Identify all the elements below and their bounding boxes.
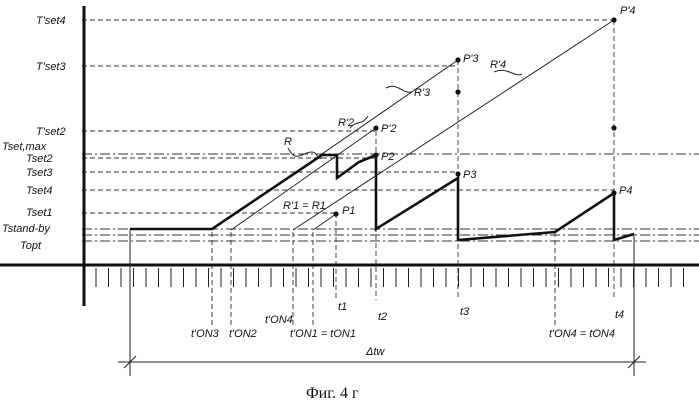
point-label-p1: P1	[342, 205, 355, 217]
y-axis-labels: T'set4 T'set3 T'set2 Tset,max Tset2 Tset…	[2, 15, 66, 252]
figure-caption: Фиг. 4 г	[306, 385, 359, 402]
x-label-ton2-prime: t'ON2	[229, 328, 257, 340]
x-label-t4: t4	[615, 309, 624, 321]
axis-hatching	[96, 268, 684, 287]
point-label-p3: P3	[463, 169, 477, 181]
y-label-tset2-prime: T'set2	[36, 126, 66, 138]
x-label-t2: t2	[378, 311, 387, 323]
point-label-p2-prime: P'2	[381, 123, 397, 135]
x-axis-labels: t'ON3 t'ON2 t'ON4 t'ON1 = tON1 t1 t2 t3 …	[191, 301, 624, 358]
y-label-tset1: Tset1	[26, 207, 53, 219]
y-label-tset3: Tset3	[26, 167, 53, 179]
point-label-p4-prime: P'4	[620, 5, 636, 17]
y-label-tset4-prime: T'set4	[36, 15, 66, 27]
x-label-t1: t1	[338, 301, 347, 313]
y-label-tset3-prime: T'set3	[36, 61, 66, 73]
delta-tw-label: Δtw	[365, 346, 385, 358]
y-label-topt: Topt	[20, 240, 42, 252]
actual-temperature-curve	[130, 155, 634, 240]
curve-label-r2-prime: R'2	[338, 117, 354, 129]
curve-leaders	[288, 70, 522, 158]
x-label-ton4-prime: t'ON4	[265, 314, 293, 326]
point-labels: P'4 P'3 P'2 P2 P3 P4 P1	[342, 5, 636, 217]
x-label-ton1-equality: t'ON1 = tON1	[290, 328, 356, 340]
x-label-t3: t3	[460, 306, 470, 318]
primed-ramps	[212, 20, 614, 230]
curve-label-r: R	[284, 136, 292, 148]
curve-label-r3-prime: R'3	[414, 87, 431, 99]
y-label-tset-max: Tset,max	[2, 141, 47, 153]
curve-label-r4-prime: R'4	[490, 59, 506, 71]
point-label-p2: P2	[381, 151, 394, 163]
point-label-p3-prime: P'3	[463, 53, 479, 65]
point-label-p4: P4	[619, 185, 632, 197]
curve-labels: R R'3 R'4 R'2 R'1 = R1	[283, 59, 506, 212]
y-label-tset2: Tset2	[26, 153, 53, 165]
x-label-ton4-equality: t'ON4 = tON4	[549, 328, 615, 340]
x-label-ton3-prime: t'ON3	[191, 328, 220, 340]
curve-label-r1-equals-r1: R'1 = R1	[283, 200, 326, 212]
y-label-tstandby: Tstand-by	[2, 223, 51, 235]
y-label-tset4: Tset4	[26, 185, 53, 197]
